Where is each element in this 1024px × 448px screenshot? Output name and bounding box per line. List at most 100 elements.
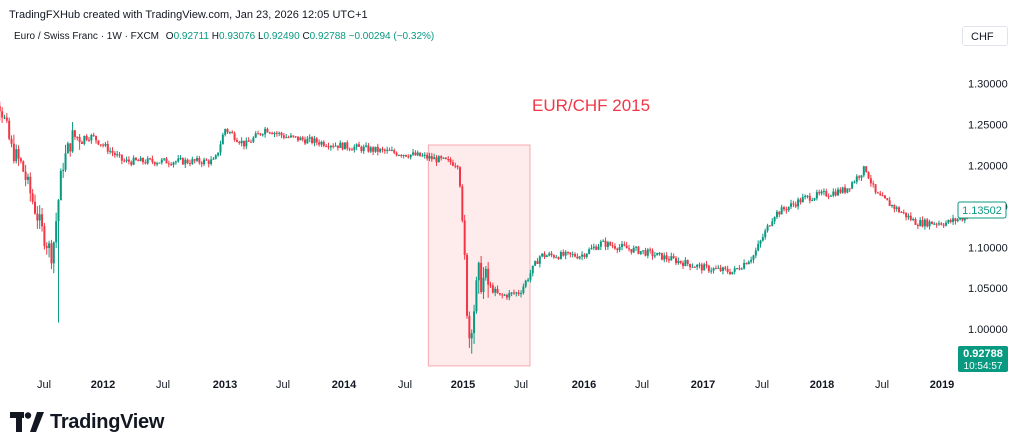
candle — [940, 222, 943, 226]
candle — [952, 214, 955, 225]
tradingview-logo-icon — [10, 412, 44, 432]
x-tick-label: 2019 — [930, 379, 954, 391]
tradingview-brand[interactable]: TradingView — [10, 409, 164, 435]
candle — [235, 137, 238, 143]
candle — [336, 145, 339, 151]
candle — [99, 144, 102, 147]
candle — [609, 241, 612, 247]
candle — [527, 277, 530, 283]
candle — [407, 154, 410, 159]
candle — [602, 239, 605, 242]
candle — [743, 259, 746, 270]
candle — [926, 218, 929, 228]
candle — [468, 311, 471, 349]
candle — [419, 152, 422, 157]
currency-selector[interactable]: CHF — [962, 26, 1008, 46]
change-value: −0.00294 (−0.32%) — [348, 31, 435, 42]
candle — [590, 244, 593, 250]
current-price-tag: 1.13502 — [957, 201, 1007, 219]
candle — [26, 173, 29, 185]
candle — [663, 252, 666, 263]
candle — [862, 165, 865, 178]
candle — [341, 142, 344, 151]
candle — [285, 133, 288, 139]
candle — [677, 257, 680, 265]
candle — [611, 242, 614, 249]
candle — [134, 157, 137, 161]
last-price-text: 0.92788 — [963, 348, 1003, 360]
candle — [686, 259, 689, 267]
current-price-text: 1.13502 — [962, 205, 1002, 217]
candle — [773, 216, 776, 225]
candle — [231, 130, 234, 134]
candle — [92, 132, 95, 137]
candle — [963, 214, 966, 224]
candle — [592, 243, 595, 251]
high-label: H — [211, 31, 219, 42]
candle — [869, 174, 872, 187]
candle — [757, 240, 760, 252]
candle — [712, 267, 715, 274]
candle — [562, 249, 565, 257]
candle — [48, 240, 51, 258]
candle — [149, 157, 152, 161]
candle — [188, 159, 191, 167]
candle — [0, 101, 1, 121]
candle — [10, 135, 13, 148]
candle — [261, 133, 264, 137]
candle — [768, 225, 771, 227]
symbol-legend[interactable]: Euro / Swiss Franc · 1W · FXCM O0.92711 … — [14, 31, 434, 42]
candle — [942, 222, 945, 229]
candle — [88, 136, 91, 143]
low-value: 0.92490 — [263, 31, 300, 42]
candle — [360, 145, 363, 153]
candle — [71, 122, 74, 153]
candle — [346, 140, 349, 151]
candle — [937, 220, 940, 226]
candle — [682, 260, 685, 270]
candle — [949, 218, 952, 224]
candle — [771, 218, 774, 227]
candle — [503, 293, 506, 296]
candle — [372, 146, 375, 156]
candle — [829, 194, 832, 197]
candle — [322, 140, 325, 148]
candle — [367, 142, 370, 153]
candle — [574, 252, 577, 258]
candle — [83, 135, 86, 146]
candle — [50, 239, 53, 270]
candle — [458, 166, 461, 188]
candle — [242, 140, 245, 150]
y-tick-label: 1.20000 — [968, 160, 1008, 172]
candle — [811, 197, 814, 202]
x-tick-label: Jul — [398, 379, 412, 391]
candle — [841, 186, 844, 194]
high-value: 0.93076 — [219, 31, 256, 42]
x-tick-label: Jul — [276, 379, 290, 391]
candle — [928, 219, 931, 230]
candle — [585, 253, 588, 259]
candle — [545, 254, 548, 258]
candle — [783, 205, 786, 212]
candle — [113, 151, 116, 158]
candle — [451, 159, 454, 167]
candle — [599, 239, 602, 251]
candle — [69, 143, 72, 157]
candle — [76, 136, 79, 141]
candle — [365, 142, 368, 148]
candle — [130, 160, 133, 167]
candle — [693, 266, 696, 268]
candle — [329, 145, 332, 151]
candle — [844, 184, 847, 195]
candle — [883, 194, 886, 199]
candle — [865, 166, 868, 173]
candle — [278, 131, 281, 137]
candle — [726, 265, 729, 274]
candle — [623, 241, 626, 247]
candle — [799, 197, 802, 205]
candle — [583, 253, 586, 259]
candle — [597, 244, 600, 251]
candle — [569, 252, 572, 258]
candle — [595, 244, 598, 251]
